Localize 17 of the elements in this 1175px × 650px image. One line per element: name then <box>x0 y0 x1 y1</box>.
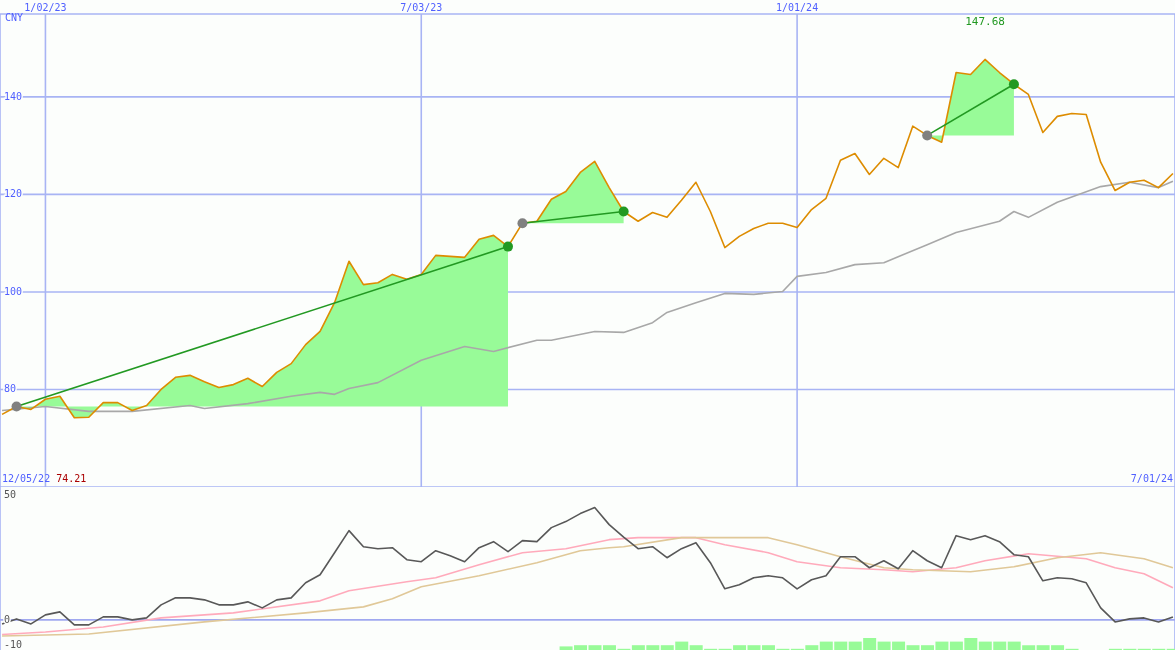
x-tick-label: 7/03/23 <box>400 2 443 13</box>
annotation: 12/05/22 <box>2 473 51 484</box>
y-tick-label: 80 <box>4 383 17 395</box>
x-tick-label: 1/02/23 <box>24 2 67 13</box>
line-series <box>1 180 1174 413</box>
line-series <box>1 58 1174 419</box>
y-tick-label: 50 <box>4 488 17 500</box>
annotation: 7/01/24 <box>1130 473 1173 484</box>
y-tick-label: 120 <box>4 188 23 200</box>
line-series <box>1 506 1174 626</box>
annotation: 147.68 <box>965 15 1005 29</box>
y-tick-label: 100 <box>4 285 23 297</box>
y-tick-label: 140 <box>4 90 23 102</box>
annotation: 74.21 <box>56 473 87 484</box>
x-tick-label: 1/01/24 <box>776 2 819 13</box>
y-axis-title: CNY <box>5 12 24 23</box>
y-tick-label: -10 <box>4 638 23 650</box>
